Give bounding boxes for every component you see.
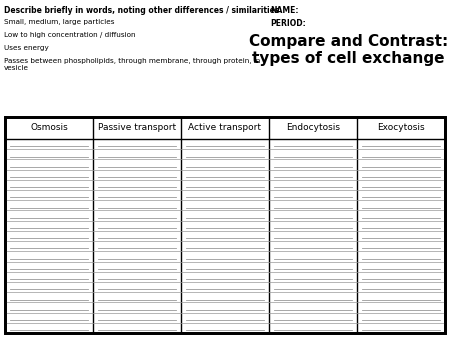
Text: Uses energy: Uses energy [4, 45, 49, 51]
Text: Passes between phospholipids, through membrane, through protein, in
vesicle: Passes between phospholipids, through me… [4, 58, 260, 71]
Text: Osmosis: Osmosis [30, 123, 68, 132]
Text: Low to high concentration / diffusion: Low to high concentration / diffusion [4, 32, 135, 38]
Text: Passive transport: Passive transport [98, 123, 176, 132]
Text: Compare and Contrast:
types of cell exchange: Compare and Contrast: types of cell exch… [249, 34, 448, 66]
Text: PERIOD:: PERIOD: [270, 19, 306, 28]
Text: Exocytosis: Exocytosis [377, 123, 425, 132]
Bar [5, 117, 445, 333]
Text: Small, medium, large particles: Small, medium, large particles [4, 19, 114, 25]
Text: NAME:: NAME: [270, 6, 298, 15]
Text: Endocytosis: Endocytosis [286, 123, 340, 132]
Text: Describe briefly in words, noting other differences / similarities: Describe briefly in words, noting other … [4, 6, 279, 15]
Text: Active transport: Active transport [189, 123, 261, 132]
Bar [5, 117, 445, 333]
